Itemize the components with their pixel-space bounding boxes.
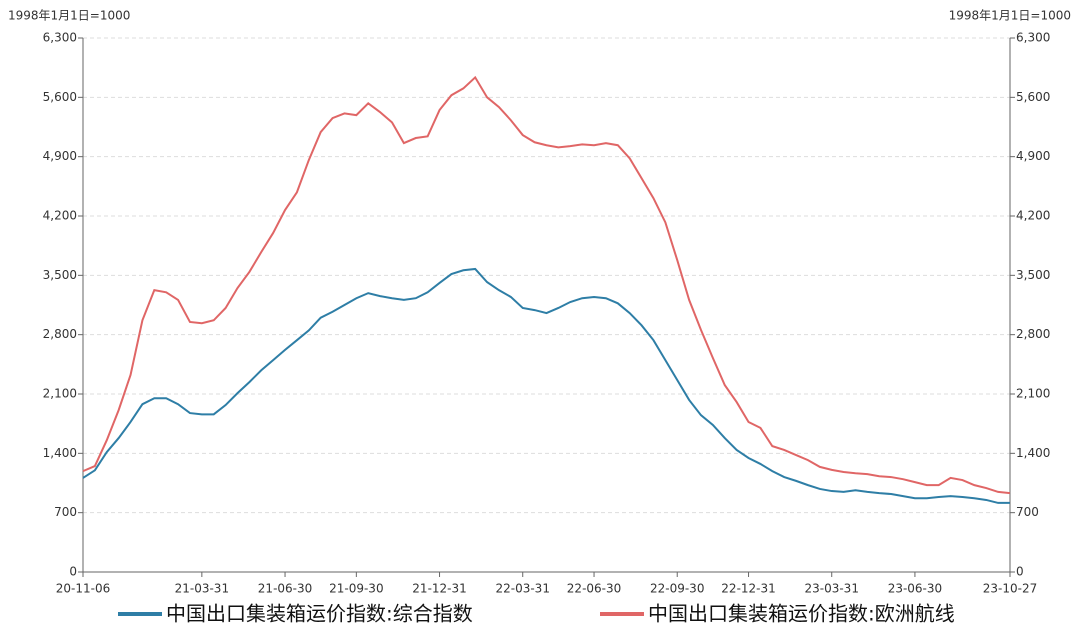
y2-tick-label: 2,100 xyxy=(1016,387,1050,401)
y-tick-label: 5,600 xyxy=(43,90,77,104)
y2-tick-label: 4,200 xyxy=(1016,209,1050,223)
y2-tick-label: 5,600 xyxy=(1016,90,1050,104)
x-tick-label: 22-03-31 xyxy=(495,582,549,596)
x-tick-label: 22-12-31 xyxy=(721,582,775,596)
legend-label: 中国出口集装箱运价指数:欧洲航线 xyxy=(648,602,955,626)
left-unit: 1998年1月1日=1000 xyxy=(8,9,130,23)
y-tick-label: 2,800 xyxy=(43,327,77,341)
y-tick-label: 700 xyxy=(54,505,77,519)
y2-tick-label: 700 xyxy=(1016,505,1039,519)
x-tick-label: 23-03-31 xyxy=(804,582,858,596)
x-tick-label: 22-09-30 xyxy=(650,582,704,596)
y2-tick-label: 4,900 xyxy=(1016,149,1050,163)
x-tick-label: 21-03-31 xyxy=(175,582,229,596)
x-tick-label: 23-06-30 xyxy=(888,582,942,596)
y2-tick-label: 2,800 xyxy=(1016,327,1050,341)
y2-tick-label: 3,500 xyxy=(1016,268,1050,282)
series-line xyxy=(82,267,1010,504)
y-tick-label: 2,100 xyxy=(43,387,77,401)
legend: 中国出口集装箱运价指数:综合指数 中国出口集装箱运价指数:欧洲航线 xyxy=(118,602,955,626)
y2-tick-label: 6,300 xyxy=(1016,31,1050,45)
y-tick-label: 4,900 xyxy=(43,149,77,163)
x-tick-label: 21-09-30 xyxy=(329,582,383,596)
y-tick-label: 4,200 xyxy=(43,209,77,223)
y-tick-label: 0 xyxy=(69,565,77,579)
x-tick-label: 21-06-30 xyxy=(258,582,312,596)
y-tick-label: 6,300 xyxy=(43,31,77,45)
y-tick-label: 1,400 xyxy=(43,446,77,460)
x-tick-label: 21-12-31 xyxy=(412,582,466,596)
legend-label: 中国出口集装箱运价指数:综合指数 xyxy=(166,602,473,626)
x-tick-label: 22-06-30 xyxy=(567,582,621,596)
x-tick-label: 23-10-27 xyxy=(983,582,1037,596)
y2-tick-label: 0 xyxy=(1016,565,1024,579)
y-tick-label: 3,500 xyxy=(43,268,77,282)
series-line xyxy=(82,75,1011,495)
y2-tick-label: 1,400 xyxy=(1016,446,1050,460)
x-tick-label: 20-11-06 xyxy=(56,582,110,596)
right-unit: 1998年1月1日=1000 xyxy=(949,9,1071,23)
